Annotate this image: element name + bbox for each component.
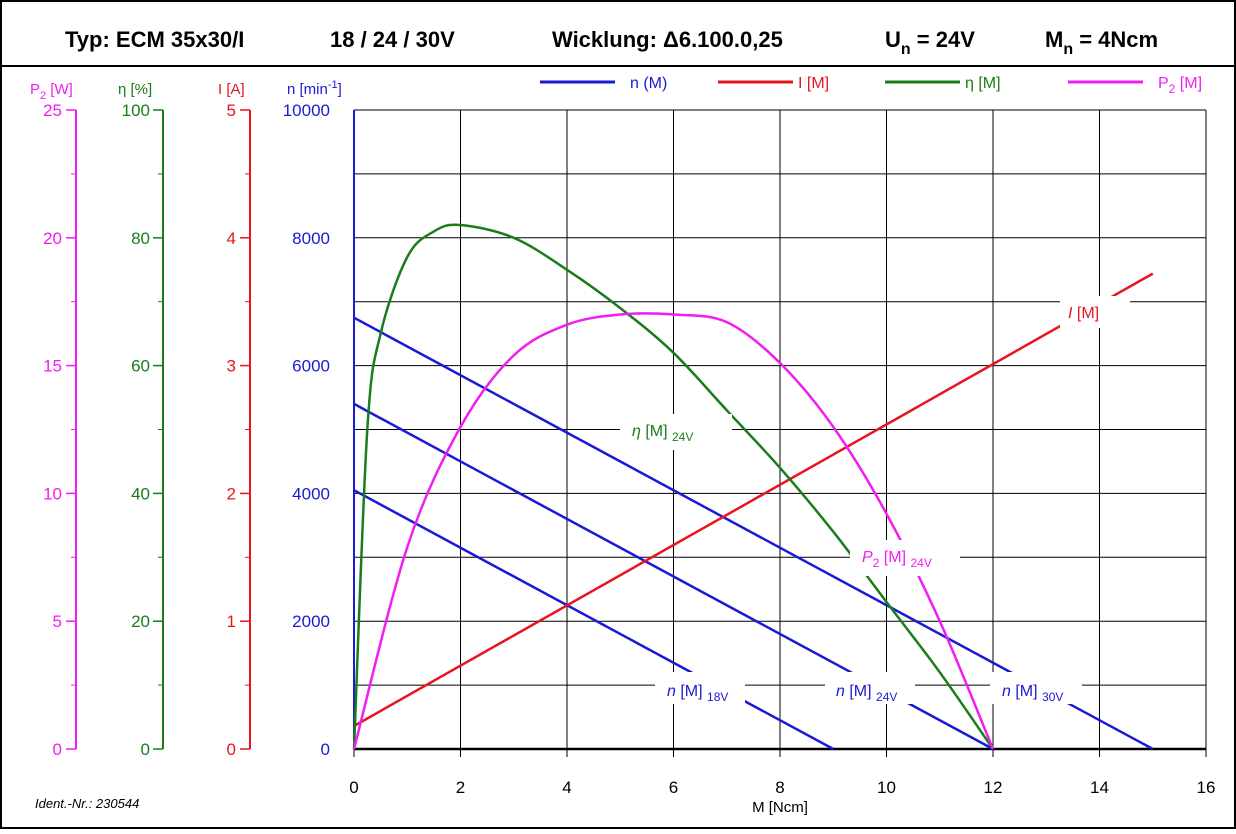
header-voltages: 18 / 24 / 30V xyxy=(330,27,455,52)
y-tick-label-eta: 40 xyxy=(131,484,150,503)
y-tick-label-eta: 60 xyxy=(131,357,150,376)
x-tick-label: 2 xyxy=(456,778,465,797)
legend-label-i: I [M] xyxy=(798,75,829,92)
axis-title-p2: P2 [W] xyxy=(30,81,73,102)
x-tick-label: 8 xyxy=(775,778,784,797)
y-tick-label-p2: 10 xyxy=(43,484,62,503)
legend-label-p2: P2 [M] xyxy=(1158,75,1202,96)
curve-label-eta-24v: η [M] 24V xyxy=(620,414,732,450)
y-tick-label-i: 0 xyxy=(227,740,236,759)
curve-labels: n [M] 18V n [M] 24V n [M] 30V η [M] 24V … xyxy=(620,296,1130,704)
y-tick-label-i: 3 xyxy=(227,357,236,376)
curve-label-p2-24v: P2 [M] 24V xyxy=(850,540,960,576)
y-tick-label-i: 1 xyxy=(227,612,236,631)
header: Typ: ECM 35x30/I 18 / 24 / 30V Wicklung:… xyxy=(65,27,1158,58)
y-tick-label-n: 6000 xyxy=(292,357,330,376)
legend-label-n: n (M) xyxy=(630,75,667,92)
x-tick-label: 10 xyxy=(877,778,896,797)
curve-label-n-30v-text: n [M] 30V xyxy=(1002,683,1063,704)
curve-label-i-text: I [M] xyxy=(1068,305,1099,322)
header-rated-torque: Mn = 4Ncm xyxy=(1045,27,1158,58)
header-type: Typ: ECM 35x30/I xyxy=(65,27,244,52)
y-tick-label-n: 0 xyxy=(321,740,330,759)
y-tick-label-n: 8000 xyxy=(292,229,330,248)
curve-label-n-24v: n [M] 24V xyxy=(825,672,915,704)
axis-title-n: n [min-1] xyxy=(287,79,342,98)
y-tick-label-eta: 100 xyxy=(122,101,150,120)
axes: 0 2 4 6 8 10 12 14 16051015202502040608010001234… xyxy=(43,101,1215,797)
x-tick-label: 16 xyxy=(1197,778,1216,797)
legend: n (M) I [M] η [M] P2 [M] xyxy=(540,75,1202,96)
curve-label-n-24v-text: n [M] 24V xyxy=(836,683,897,704)
axis-titles: P2 [W] η [%] I [A] n [min-1] M [Ncm] xyxy=(30,79,808,816)
header-winding: Wicklung: Δ6.100.0,25 xyxy=(552,27,783,52)
y-tick-label-eta: 0 xyxy=(141,740,150,759)
curve-label-eta-24v-text: η [M] 24V xyxy=(632,423,693,444)
y-tick-label-n: 10000 xyxy=(283,101,330,120)
ident-number: Ident.-Nr.: 230544 xyxy=(35,796,139,811)
curve-label-n-18v: n [M] 18V xyxy=(655,672,745,704)
y-tick-label-i: 2 xyxy=(227,484,236,503)
curve-label-n-30v: n [M] 30V xyxy=(990,672,1082,704)
x-tick-label: 4 xyxy=(562,778,571,797)
y-tick-label-p2: 5 xyxy=(53,612,62,631)
curve-label-n-30v-box xyxy=(990,672,1082,704)
axis-title-eta: η [%] xyxy=(118,81,152,98)
curve-label-n-24v-box xyxy=(825,672,915,704)
curve-label-i: I [M] xyxy=(1060,296,1130,328)
y-tick-label-p2: 20 xyxy=(43,229,62,248)
x-tick-label: 0 xyxy=(349,778,358,797)
y-tick-label-i: 4 xyxy=(227,229,236,248)
axis-title-i: I [A] xyxy=(218,81,245,98)
series-line-p2-5 xyxy=(352,312,995,750)
curve-label-eta-24v-box xyxy=(620,414,732,450)
y-tick-label-n: 4000 xyxy=(292,484,330,503)
series-line-n-0 xyxy=(353,489,834,751)
y-tick-label-eta: 20 xyxy=(131,612,150,631)
y-tick-label-eta: 80 xyxy=(131,229,150,248)
y-tick-label-i: 5 xyxy=(227,101,236,120)
x-tick-label: 12 xyxy=(984,778,1003,797)
axis-title-x: M [Ncm] xyxy=(752,799,808,816)
curve-label-n-18v-box xyxy=(655,672,745,704)
curve-label-p2-24v-box xyxy=(850,540,960,576)
series-line-i-3 xyxy=(353,272,1154,728)
x-tick-label: 14 xyxy=(1090,778,1109,797)
y-tick-label-p2: 25 xyxy=(43,101,62,120)
curve-label-n-18v-text: n [M] 18V xyxy=(667,683,728,704)
curve-label-p2-24v-text: P2 [M] 24V xyxy=(862,549,932,570)
legend-label-eta: η [M] xyxy=(965,75,1001,92)
curve-label-i-box xyxy=(1060,296,1130,328)
y-tick-label-p2: 0 xyxy=(53,740,62,759)
y-tick-label-n: 2000 xyxy=(292,612,330,631)
header-rated-voltage: Un = 24V xyxy=(885,27,975,58)
x-tick-label: 6 xyxy=(669,778,678,797)
y-tick-label-p2: 15 xyxy=(43,357,62,376)
